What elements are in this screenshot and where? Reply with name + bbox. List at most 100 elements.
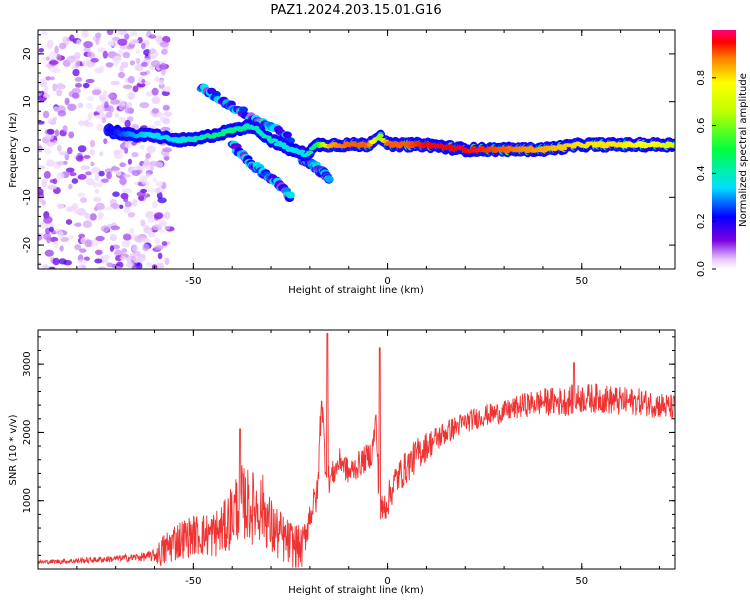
noise-blob (94, 67, 103, 74)
noise-blob (48, 266, 56, 269)
noise-blob (119, 162, 127, 168)
noise-blob (52, 257, 60, 266)
noise-blob (106, 30, 114, 36)
x-tick-label: -50 (185, 276, 201, 287)
noise-blob (108, 105, 114, 113)
colorbar-tick-label: 0.0 (696, 261, 707, 277)
noise-blob (104, 101, 109, 109)
noise-blob (125, 102, 133, 108)
noise-blob (94, 189, 100, 194)
noise-blob (122, 233, 132, 241)
noise-blob (94, 114, 104, 119)
noise-blob (59, 245, 64, 252)
noise-blob (87, 112, 93, 121)
noise-blob (97, 212, 104, 219)
noise-blob (162, 147, 173, 153)
noise-blob (105, 62, 113, 68)
branch-blob (282, 131, 292, 139)
noise-blob (139, 144, 145, 150)
noise-blob (69, 34, 75, 42)
noise-blob (117, 30, 128, 36)
x-tick-label: 0 (384, 576, 390, 587)
noise-blob (74, 222, 82, 227)
noise-blob (155, 181, 164, 187)
noise-blob (164, 257, 170, 266)
noise-blob (94, 258, 103, 264)
noise-blob (147, 217, 155, 224)
noise-blob (57, 110, 67, 117)
noise-blob (163, 211, 171, 220)
snr-x-label: Height of straight line (km) (288, 585, 424, 596)
noise-blob (89, 213, 97, 221)
noise-blob (97, 266, 107, 269)
noise-blob (83, 154, 91, 159)
noise-blob (67, 103, 77, 112)
noise-blob (140, 62, 148, 67)
noise-blob (87, 96, 94, 102)
noise-blob (86, 102, 93, 110)
noise-blob (38, 261, 42, 269)
snr-panel: -50 0 50 1000 2000 3000 Height of straight li… (8, 329, 676, 596)
noise-blob (92, 181, 98, 188)
y-tick-label: 20 (22, 48, 33, 61)
noise-blob (49, 67, 59, 72)
noise-blob (43, 85, 49, 93)
noise-blob (160, 126, 171, 131)
colorbar: 0.0 0.2 0.4 0.6 0.8 Normalized spectral ampl… (696, 30, 749, 277)
noise-blob (99, 151, 104, 157)
noise-blob (69, 172, 77, 177)
noise-blob (105, 111, 113, 118)
noise-blob (164, 225, 171, 230)
y-tick-label: 10 (22, 95, 33, 108)
noise-blob (95, 235, 105, 242)
noise-blob (130, 31, 138, 37)
ridge-core-mark (307, 150, 314, 155)
noise-blob (157, 252, 163, 260)
noise-blob (161, 241, 168, 246)
ridge-core-mark (672, 143, 675, 147)
noise-blob (156, 112, 164, 118)
noise-blob (119, 103, 124, 111)
noise-blob (104, 168, 113, 174)
noise-blob (71, 178, 79, 184)
noise-blob (106, 171, 112, 180)
noise-blob (119, 204, 124, 209)
noise-blob (134, 235, 144, 243)
noise-blob (112, 55, 122, 64)
noise-blob (95, 105, 105, 113)
y-tick-label: -20 (22, 237, 33, 253)
noise-blob (48, 60, 59, 65)
noise-blob (52, 116, 57, 122)
noise-blob (141, 79, 146, 84)
noise-blob (152, 177, 157, 183)
noise-blob (56, 172, 65, 180)
noise-blob (145, 211, 155, 219)
noise-blob (41, 179, 48, 188)
noise-blob (87, 51, 95, 58)
noise-blob (117, 38, 128, 46)
noise-blob (66, 55, 76, 63)
noise-blob (58, 258, 67, 265)
noise-blob (129, 253, 136, 261)
noise-blob (140, 237, 149, 242)
noise-blob (145, 152, 151, 159)
x-tick-label: 0 (384, 276, 390, 287)
noise-blob (53, 240, 59, 249)
x-tick-label: 50 (575, 276, 588, 287)
noise-blob (117, 71, 126, 79)
noise-blob (123, 206, 129, 214)
noise-blob (151, 200, 159, 209)
noise-blob (142, 243, 150, 252)
noise-blob (56, 89, 63, 97)
noise-blob (154, 212, 164, 220)
noise-blob (84, 212, 89, 219)
noise-blob (65, 167, 75, 173)
noise-blob (134, 63, 144, 72)
noise-blob (97, 47, 106, 53)
noise-blob (114, 112, 120, 118)
noise-blob (121, 61, 129, 68)
colorbar-ticks: 0.0 0.2 0.4 0.6 0.8 (696, 70, 716, 277)
noise-blob (131, 199, 138, 207)
noise-blob (153, 120, 162, 127)
noise-blob (38, 120, 45, 125)
